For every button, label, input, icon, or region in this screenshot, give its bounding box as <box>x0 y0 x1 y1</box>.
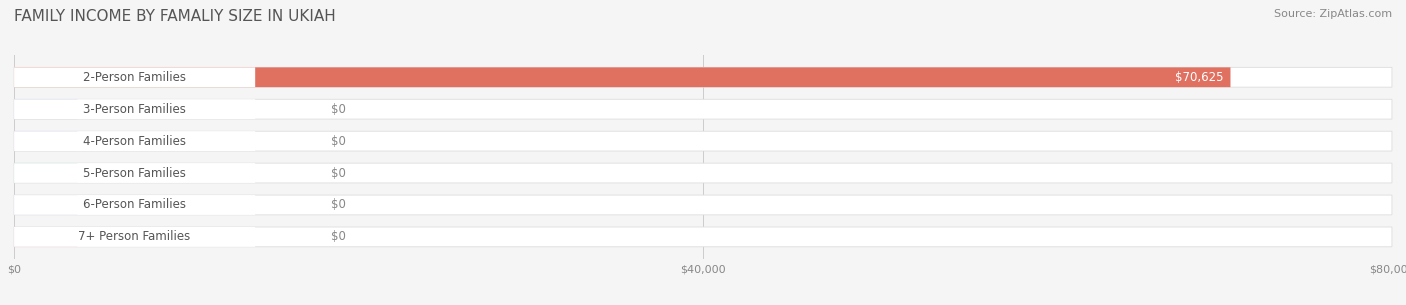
Text: $70,625: $70,625 <box>1175 71 1223 84</box>
Text: $0: $0 <box>330 167 346 180</box>
FancyBboxPatch shape <box>14 227 77 247</box>
Text: FAMILY INCOME BY FAMALIY SIZE IN UKIAH: FAMILY INCOME BY FAMALIY SIZE IN UKIAH <box>14 9 336 24</box>
FancyBboxPatch shape <box>14 99 256 119</box>
Text: 3-Person Families: 3-Person Families <box>83 103 186 116</box>
FancyBboxPatch shape <box>14 163 77 183</box>
FancyBboxPatch shape <box>14 131 1392 151</box>
FancyBboxPatch shape <box>14 195 77 215</box>
Text: Source: ZipAtlas.com: Source: ZipAtlas.com <box>1274 9 1392 19</box>
Text: 6-Person Families: 6-Person Families <box>83 199 186 211</box>
FancyBboxPatch shape <box>14 99 1392 119</box>
Text: $0: $0 <box>330 103 346 116</box>
FancyBboxPatch shape <box>14 131 256 151</box>
FancyBboxPatch shape <box>14 67 256 87</box>
Text: $0: $0 <box>330 135 346 148</box>
FancyBboxPatch shape <box>14 163 1392 183</box>
FancyBboxPatch shape <box>14 131 77 151</box>
FancyBboxPatch shape <box>14 99 77 119</box>
Text: 7+ Person Families: 7+ Person Families <box>79 230 191 243</box>
FancyBboxPatch shape <box>14 67 1392 87</box>
FancyBboxPatch shape <box>14 195 1392 215</box>
Text: 5-Person Families: 5-Person Families <box>83 167 186 180</box>
FancyBboxPatch shape <box>14 195 256 215</box>
Text: $0: $0 <box>330 199 346 211</box>
FancyBboxPatch shape <box>14 227 256 247</box>
FancyBboxPatch shape <box>14 163 256 183</box>
Text: 4-Person Families: 4-Person Families <box>83 135 186 148</box>
Text: $0: $0 <box>330 230 346 243</box>
FancyBboxPatch shape <box>14 227 1392 247</box>
FancyBboxPatch shape <box>14 67 1230 87</box>
Text: 2-Person Families: 2-Person Families <box>83 71 186 84</box>
